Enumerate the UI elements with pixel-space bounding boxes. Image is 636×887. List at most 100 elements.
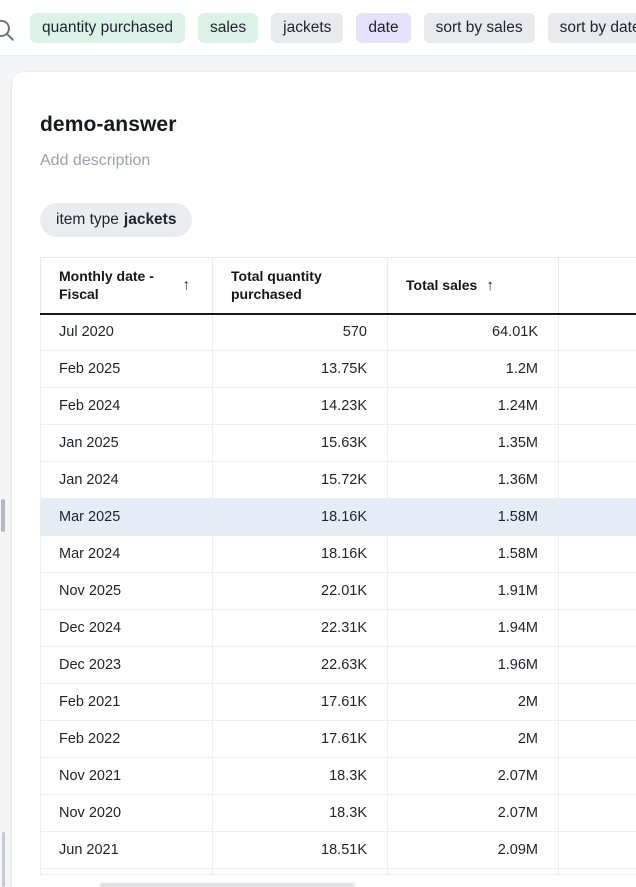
value-cell[interactable]: 15.63K <box>212 424 388 462</box>
value-cell[interactable]: 18.16K <box>212 498 388 536</box>
search-icon[interactable] <box>0 17 16 43</box>
search-token-list: quantity purchased sales jackets date sort b… <box>30 12 636 43</box>
empty-cell[interactable] <box>558 720 636 758</box>
empty-cell[interactable] <box>558 387 636 425</box>
table-row[interactable]: Jun 2021 18.51K 2.09M <box>40 831 636 869</box>
value-cell[interactable]: 18.3K <box>212 757 388 795</box>
date-cell[interactable]: Mar 2025 <box>40 498 213 536</box>
value-cell[interactable]: 1.91M <box>387 572 559 610</box>
value-cell[interactable]: 17.61K <box>212 683 388 721</box>
column-header-monthly-date[interactable]: Monthly date - Fiscal ↑ <box>40 257 213 315</box>
date-cell[interactable]: Jan 2025 <box>40 424 213 462</box>
value-cell[interactable]: 18.3K <box>212 794 388 832</box>
add-description-placeholder[interactable]: Add description <box>40 152 151 169</box>
table-row[interactable]: Jan 2025 15.63K 1.35M <box>40 424 636 462</box>
search-token[interactable]: quantity purchased <box>30 12 185 43</box>
empty-cell[interactable] <box>558 831 636 869</box>
empty-cell[interactable] <box>558 572 636 610</box>
value-cell[interactable]: 13.75K <box>212 350 388 388</box>
empty-cell[interactable] <box>558 424 636 462</box>
empty-cell <box>558 868 636 875</box>
empty-cell[interactable] <box>558 683 636 721</box>
date-cell[interactable]: Nov 2021 <box>40 757 213 795</box>
answer-title[interactable]: demo-answer <box>40 113 177 136</box>
table-row[interactable]: Dec 2023 22.63K 1.96M <box>40 646 636 684</box>
date-cell[interactable]: Jan 2024 <box>40 461 213 499</box>
value-cell[interactable]: 14.23K <box>212 387 388 425</box>
column-header-empty[interactable] <box>558 257 636 315</box>
value-cell[interactable]: 1.58M <box>387 535 559 573</box>
date-cell[interactable]: Feb 2022 <box>40 720 213 758</box>
table-row[interactable]: Jan 2024 15.72K 1.36M <box>40 461 636 499</box>
table-row[interactable]: Feb 2022 17.61K 2M <box>40 720 636 758</box>
value-cell[interactable]: 1.94M <box>387 609 559 647</box>
date-cell[interactable]: Nov 2025 <box>40 572 213 610</box>
filter-chip-prefix: item type <box>56 211 119 228</box>
column-header-label: Monthly date - Fiscal <box>59 268 154 303</box>
search-token[interactable]: sort by sales <box>423 12 535 43</box>
value-cell[interactable]: 22.31K <box>212 609 388 647</box>
table-row[interactable]: Feb 2021 17.61K 2M <box>40 683 636 721</box>
search-token[interactable]: jackets <box>271 12 344 43</box>
date-cell[interactable]: Jul 2020 <box>40 313 213 351</box>
table-row[interactable]: Nov 2025 22.01K 1.91M <box>40 572 636 610</box>
table-row[interactable]: Jul 2020 570 64.01K <box>40 313 636 351</box>
results-table: Monthly date - Fiscal ↑ Total quantity p… <box>40 257 636 875</box>
table-row[interactable]: Nov 2021 18.3K 2.07M <box>40 757 636 795</box>
value-cell[interactable]: 1.35M <box>387 424 559 462</box>
filter-chip-item-type[interactable]: item type jackets <box>40 203 193 237</box>
value-cell[interactable]: 1.58M <box>387 498 559 536</box>
left-scrollbar-thumb-lower[interactable] <box>2 832 5 887</box>
table-row[interactable]: Feb 2025 13.75K 1.2M <box>40 350 636 388</box>
answer-card: demo-answer Add description item type ja… <box>12 72 636 887</box>
table-row[interactable]: Feb 2024 14.23K 1.24M <box>40 387 636 425</box>
search-bar[interactable]: quantity purchased sales jackets date sort b… <box>0 0 636 56</box>
search-token[interactable]: sort by date <box>547 12 636 43</box>
value-cell[interactable]: 22.01K <box>212 572 388 610</box>
value-cell[interactable]: 1.2M <box>387 350 559 388</box>
table-row[interactable]: Dec 2024 22.31K 1.94M <box>40 609 636 647</box>
empty-cell[interactable] <box>558 794 636 832</box>
table-row[interactable]: Mar 2024 18.16K 1.58M <box>40 535 636 573</box>
table-row[interactable]: Mar 2025 18.16K 1.58M <box>40 498 636 536</box>
empty-cell[interactable] <box>558 350 636 388</box>
search-token[interactable]: date <box>356 12 411 43</box>
value-cell[interactable]: 15.72K <box>212 461 388 499</box>
empty-cell[interactable] <box>558 609 636 647</box>
value-cell[interactable]: 1.96M <box>387 646 559 684</box>
date-cell[interactable]: Mar 2024 <box>40 535 213 573</box>
empty-cell[interactable] <box>558 498 636 536</box>
value-cell[interactable]: 17.61K <box>212 720 388 758</box>
column-header-total-quantity[interactable]: Total quantity purchased <box>212 257 388 315</box>
search-token[interactable]: sales <box>197 12 259 43</box>
value-cell[interactable]: 2.07M <box>387 757 559 795</box>
value-cell[interactable]: 1.24M <box>387 387 559 425</box>
date-cell[interactable]: Dec 2023 <box>40 646 213 684</box>
table-row[interactable]: Nov 2020 18.3K 2.07M <box>40 794 636 832</box>
value-cell[interactable]: 2M <box>387 720 559 758</box>
value-cell[interactable]: 2.07M <box>387 794 559 832</box>
date-cell[interactable]: Feb 2025 <box>40 350 213 388</box>
date-cell[interactable]: Nov 2020 <box>40 794 213 832</box>
sort-ascending-icon[interactable]: ↑ <box>486 277 494 295</box>
date-cell[interactable]: Feb 2021 <box>40 683 213 721</box>
value-cell[interactable]: 18.51K <box>212 831 388 869</box>
empty-cell[interactable] <box>558 757 636 795</box>
empty-cell[interactable] <box>558 646 636 684</box>
date-cell[interactable]: Jun 2021 <box>40 831 213 869</box>
empty-cell[interactable] <box>558 535 636 573</box>
value-cell[interactable]: 22.63K <box>212 646 388 684</box>
left-scrollbar-thumb[interactable] <box>1 499 5 532</box>
date-cell[interactable]: Feb 2024 <box>40 387 213 425</box>
date-cell[interactable]: Dec 2024 <box>40 609 213 647</box>
value-cell[interactable]: 18.16K <box>212 535 388 573</box>
value-cell[interactable]: 570 <box>212 313 388 351</box>
value-cell[interactable]: 2M <box>387 683 559 721</box>
value-cell[interactable]: 2.09M <box>387 831 559 869</box>
value-cell[interactable]: 1.36M <box>387 461 559 499</box>
empty-cell[interactable] <box>558 461 636 499</box>
column-header-total-sales[interactable]: Total sales ↑ <box>387 257 559 315</box>
value-cell[interactable]: 64.01K <box>387 313 559 351</box>
empty-cell[interactable] <box>558 313 636 351</box>
sort-ascending-icon[interactable]: ↑ <box>182 276 191 294</box>
